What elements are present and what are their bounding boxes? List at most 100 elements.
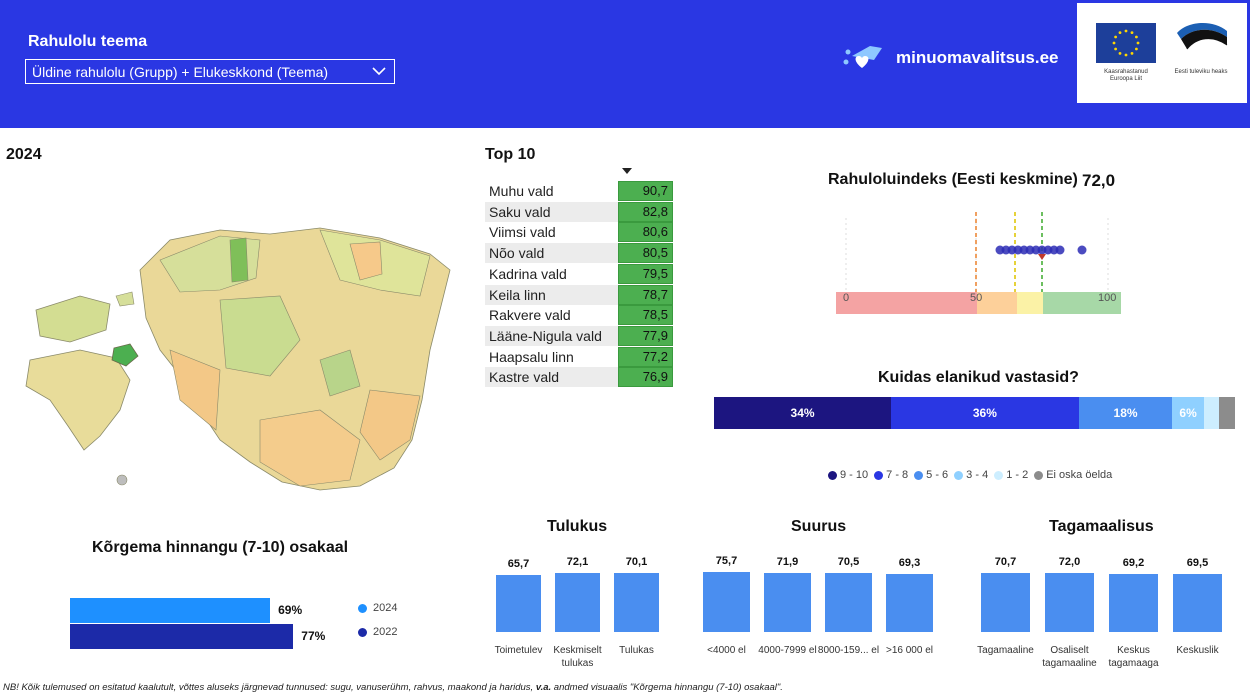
category-chart-title: Suurus bbox=[791, 518, 847, 535]
top10-row[interactable]: Kastre vald 76,9 bbox=[485, 367, 673, 388]
high-share-legend-item[interactable]: 2024 bbox=[358, 602, 397, 614]
high-share-legend-item[interactable]: 2022 bbox=[358, 626, 397, 638]
map-region-southwest bbox=[169, 349, 221, 431]
average-marker-icon bbox=[1038, 254, 1046, 260]
category-bar-value: 70,1 bbox=[625, 556, 648, 569]
high-share-bar[interactable] bbox=[70, 598, 271, 623]
map-region-vormsi bbox=[115, 291, 135, 307]
response-segment[interactable]: 36% bbox=[891, 397, 1079, 429]
top10-row[interactable]: Viimsi vald 80,6 bbox=[485, 222, 673, 243]
category-bar-label: Osaliselt tagamaaline bbox=[1042, 645, 1097, 669]
index-title: Rahuloluindeks (Eesti keskmine) bbox=[828, 171, 1078, 188]
top10-name: Keila linn bbox=[489, 286, 546, 303]
category-bar[interactable] bbox=[1045, 572, 1094, 632]
estonia-choropleth-map[interactable] bbox=[20, 200, 470, 500]
category-bar[interactable] bbox=[496, 574, 541, 632]
category-bar[interactable] bbox=[1109, 573, 1158, 632]
top10-row[interactable]: Kadrina vald 79,5 bbox=[485, 263, 673, 284]
top10-value: 79,5 bbox=[618, 263, 673, 284]
top10-row[interactable]: Rakvere vald 78,5 bbox=[485, 305, 673, 326]
category-bar-label: 4000-7999 el bbox=[758, 645, 817, 656]
legend-item[interactable]: 1 - 2 bbox=[994, 469, 1028, 481]
responses-legend: 9 - 10 7 - 8 5 - 6 3 - 4 1 - 2 Ei oska öelda bbox=[828, 469, 1112, 481]
category-bar-label: Keskmiselt tulukas bbox=[553, 645, 602, 669]
header-bar bbox=[0, 0, 1250, 128]
response-segment[interactable]: 6% bbox=[1172, 397, 1204, 429]
legend-label: 5 - 6 bbox=[926, 469, 949, 481]
top10-row[interactable]: Lääne-Nigula vald 77,9 bbox=[485, 325, 673, 346]
category-chart-title: Tagamaalisus bbox=[1049, 518, 1154, 535]
category-bar[interactable] bbox=[614, 573, 659, 632]
map-region-east bbox=[349, 241, 383, 281]
category-bar-value: 72,1 bbox=[566, 555, 589, 568]
category-bar[interactable] bbox=[703, 571, 750, 632]
gauge-band-orange bbox=[977, 292, 1017, 314]
category-bar[interactable] bbox=[1173, 573, 1222, 632]
category-bar-value: 69,2 bbox=[1122, 556, 1145, 569]
top10-row[interactable]: Saku vald 82,8 bbox=[485, 201, 673, 222]
legend-dot-icon bbox=[1034, 470, 1044, 480]
category-bar-label: Toimetulev bbox=[494, 645, 543, 656]
top10-name: Rakvere vald bbox=[489, 307, 571, 324]
gauge-band-yellow bbox=[1017, 292, 1043, 314]
topic-dropdown-value: Üldine rahulolu (Grupp) + Elukeskkond (T… bbox=[32, 64, 329, 80]
legend-item[interactable]: 9 - 10 bbox=[828, 469, 868, 481]
response-segment[interactable]: 18% bbox=[1078, 397, 1173, 429]
responses-title: Kuidas elanikud vastasid? bbox=[878, 369, 1079, 386]
response-segment[interactable] bbox=[1203, 397, 1220, 429]
top10-value: 80,6 bbox=[618, 222, 673, 243]
index-value: 72,0 bbox=[1082, 171, 1116, 190]
top10-value: 76,9 bbox=[618, 367, 673, 388]
legend-item[interactable]: 3 - 4 bbox=[954, 469, 988, 481]
high-share-title: Kõrgema hinnangu (7-10) osakaal bbox=[92, 539, 349, 556]
eu-flag-icon bbox=[1096, 23, 1156, 63]
estonia-logo-icon bbox=[1177, 22, 1228, 50]
top10-value: 78,7 bbox=[618, 284, 673, 305]
top10-name: Lääne-Nigula vald bbox=[489, 327, 602, 344]
ee-caption: Eesti tuleviku heaks bbox=[1174, 69, 1228, 75]
gauge-axis-100: 100 bbox=[1098, 292, 1116, 304]
category-bar[interactable] bbox=[981, 573, 1030, 632]
high-share-bar[interactable] bbox=[70, 624, 294, 649]
map-region-muhu bbox=[111, 343, 139, 367]
legend-label: 3 - 4 bbox=[966, 469, 989, 481]
category-bar-value: 69,5 bbox=[1186, 556, 1209, 569]
legend-item[interactable]: 5 - 6 bbox=[914, 469, 948, 481]
map-region-southeast bbox=[359, 389, 421, 461]
category-bar[interactable] bbox=[825, 573, 872, 632]
legend-year: 2024 bbox=[373, 602, 398, 614]
eu-caption: Kaasrahastanud Euroopa Liit bbox=[1104, 69, 1148, 82]
category-bar[interactable] bbox=[555, 572, 600, 632]
map-year: 2024 bbox=[6, 146, 42, 163]
category-bar[interactable] bbox=[886, 573, 933, 632]
category-bar-value: 72,0 bbox=[1058, 555, 1081, 568]
response-segment[interactable]: 34% bbox=[714, 397, 892, 429]
legend-item[interactable]: Ei oska öelda bbox=[1034, 469, 1112, 481]
legend-dot-icon bbox=[874, 470, 884, 480]
category-bar-label: Tulukas bbox=[619, 645, 654, 656]
top10-value: 77,2 bbox=[618, 346, 673, 367]
legend-item[interactable]: 7 - 8 bbox=[874, 469, 908, 481]
legend-dot-icon bbox=[828, 470, 837, 480]
top10-row[interactable]: Keila linn 78,7 bbox=[485, 284, 673, 305]
top10-value: 90,7 bbox=[618, 181, 673, 201]
top10-row[interactable]: Nõo vald 80,5 bbox=[485, 243, 673, 264]
category-bar-label: >16 000 el bbox=[886, 645, 933, 656]
high-share-value: 69% bbox=[278, 603, 303, 617]
brand-logo[interactable]: minuomavalitsus.ee bbox=[842, 42, 1059, 74]
response-segment[interactable] bbox=[1219, 397, 1235, 429]
category-bar-value: 75,7 bbox=[715, 554, 738, 567]
topic-dropdown[interactable]: Üldine rahulolu (Grupp) + Elukeskkond (T… bbox=[25, 59, 395, 84]
top10-name: Kadrina vald bbox=[489, 265, 567, 282]
category-bar-value: 69,3 bbox=[898, 556, 921, 569]
sponsor-logos: Kaasrahastanud Euroopa Liit Eesti tulevi… bbox=[1077, 3, 1247, 103]
footnote: NB! Kõik tulemused on esitatud kaalutult… bbox=[3, 682, 783, 693]
top10-name: Viimsi vald bbox=[489, 224, 556, 241]
top10-row[interactable]: Haapsalu linn 77,2 bbox=[485, 346, 673, 367]
sort-desc-icon[interactable] bbox=[622, 168, 632, 176]
category-bar[interactable] bbox=[764, 572, 811, 632]
map-region-ruhnu bbox=[116, 474, 128, 486]
map-region-hiiumaa bbox=[35, 295, 111, 343]
index-gauge-chart[interactable]: 0 50 100 bbox=[836, 208, 1126, 318]
top10-row[interactable]: Muhu vald 90,7 bbox=[485, 181, 673, 201]
